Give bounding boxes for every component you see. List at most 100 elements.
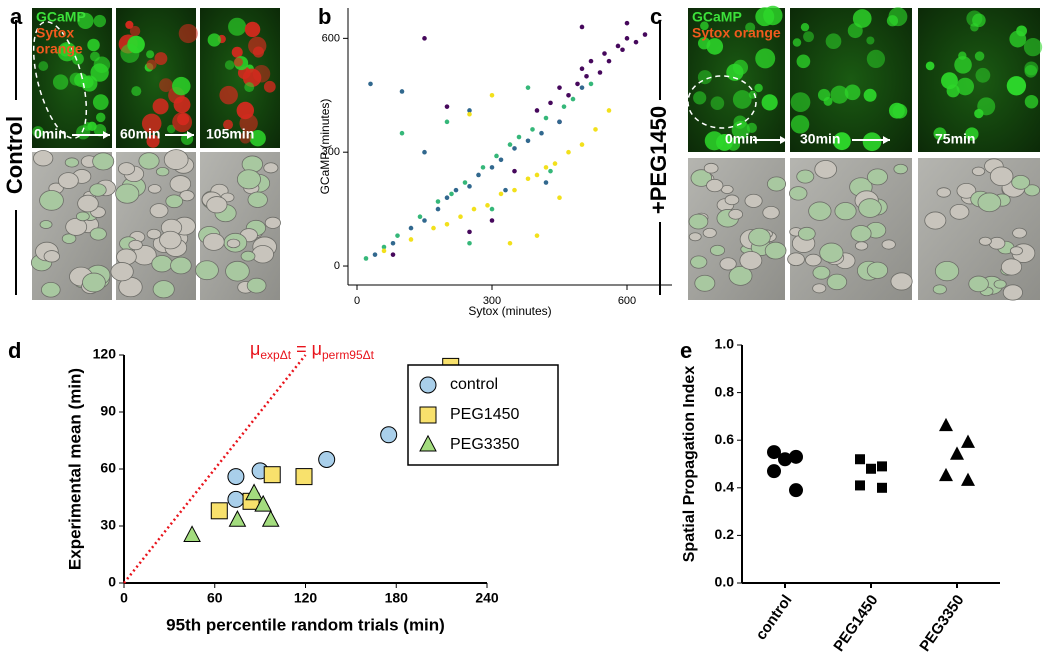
- y-tick-label: 0: [108, 574, 116, 590]
- annotation-part: perm95Δt: [322, 348, 375, 362]
- cell: [968, 275, 989, 293]
- point: [557, 85, 562, 90]
- point: [961, 434, 975, 448]
- legend-marker: [419, 376, 437, 394]
- point: [494, 153, 499, 159]
- cell: [728, 265, 753, 286]
- cell: [1009, 246, 1023, 256]
- point: [503, 187, 508, 193]
- point: [579, 85, 585, 90]
- cell: [706, 178, 724, 193]
- point: [570, 96, 576, 102]
- point: [390, 252, 396, 257]
- point: [597, 70, 603, 75]
- point: [534, 233, 540, 238]
- cell: [925, 61, 935, 71]
- cell: [146, 228, 162, 240]
- cell: [932, 284, 947, 295]
- cell: [703, 162, 719, 174]
- outline: [32, 21, 88, 139]
- cell: [974, 51, 985, 61]
- cell: [74, 73, 89, 88]
- cell: [688, 232, 702, 242]
- cell: [82, 272, 106, 293]
- x-axis-label: 95th percentile random trials (min): [166, 615, 445, 634]
- cell: [170, 256, 192, 275]
- cell: [57, 172, 79, 189]
- point: [789, 483, 803, 498]
- cell: [830, 85, 849, 104]
- point: [183, 525, 201, 542]
- cell: [246, 277, 267, 294]
- point: [561, 104, 567, 109]
- y-tick-label: 0.6: [715, 431, 735, 447]
- point: [877, 461, 887, 472]
- cell: [936, 187, 951, 198]
- cell: [39, 190, 64, 211]
- panel-letter: d: [8, 338, 21, 363]
- cell: [988, 236, 1006, 250]
- cell: [163, 149, 189, 170]
- annotation-part: μ: [250, 339, 260, 359]
- cell: [125, 20, 134, 29]
- cell: [92, 94, 109, 110]
- cell: [850, 225, 872, 243]
- point: [579, 24, 585, 30]
- cell: [247, 191, 268, 208]
- point: [422, 36, 427, 41]
- channel-label: orange: [36, 41, 83, 57]
- cell: [233, 57, 243, 67]
- point: [767, 464, 781, 479]
- outline: [687, 75, 757, 129]
- cell: [152, 280, 175, 299]
- point: [566, 149, 571, 155]
- cell: [796, 169, 815, 184]
- cell: [1000, 258, 1023, 276]
- cell: [790, 92, 811, 113]
- point: [471, 206, 477, 212]
- cell: [974, 108, 984, 119]
- cell: [817, 88, 831, 102]
- point: [422, 149, 427, 155]
- cell: [797, 226, 816, 241]
- cell: [832, 132, 851, 151]
- panel-letter: b: [318, 4, 331, 29]
- x-tick-label: 300: [483, 295, 501, 307]
- cell: [159, 230, 182, 250]
- cell: [1023, 38, 1043, 57]
- cell: [693, 91, 707, 105]
- point: [449, 191, 454, 197]
- point: [557, 195, 562, 201]
- channel-label: GCaMP: [692, 9, 742, 25]
- point: [453, 187, 459, 193]
- x-tick-label: 180: [385, 590, 409, 606]
- y-tick-label: 300: [322, 146, 340, 158]
- point: [467, 111, 472, 117]
- cell: [152, 98, 169, 115]
- y-tick-label: 0.4: [715, 479, 735, 495]
- point: [390, 240, 396, 246]
- cell: [231, 46, 243, 58]
- cell: [75, 211, 90, 222]
- point: [480, 165, 486, 170]
- cell: [1011, 174, 1031, 190]
- cell: [754, 83, 763, 93]
- x-tick-label: 240: [475, 590, 499, 606]
- point: [399, 89, 405, 94]
- point: [642, 32, 648, 37]
- cell: [787, 252, 805, 267]
- point: [606, 108, 612, 113]
- time-label: 60min: [120, 126, 160, 142]
- channel-label: Sytox: [36, 25, 74, 41]
- point: [381, 248, 387, 254]
- point: [950, 446, 964, 460]
- cell: [195, 260, 219, 281]
- point: [489, 92, 495, 98]
- cell: [179, 190, 195, 202]
- cell: [852, 9, 872, 28]
- cell: [763, 5, 783, 26]
- cell: [971, 166, 986, 176]
- cell: [739, 251, 763, 270]
- cell: [789, 186, 808, 201]
- cell: [207, 33, 221, 47]
